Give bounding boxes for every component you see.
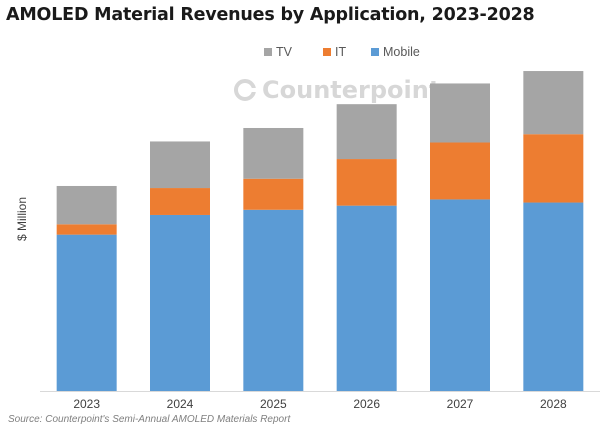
bar-tv-2024 [150,141,210,189]
bar-mobile-2027 [430,199,490,391]
x-tick-label-2024: 2024 [167,397,194,411]
x-tick-label-2025: 2025 [260,397,287,411]
bar-tv-2025 [243,127,304,179]
legend-label-mobile: Mobile [383,45,420,59]
source-note: Source: Counterpoint's Semi-Annual AMOLE… [8,414,291,425]
bar-mobile-2028 [523,202,584,391]
bar-it-2027 [430,142,490,200]
legend-label-it: IT [335,45,347,59]
x-tick-label-2027: 2027 [447,397,474,411]
legend-item-tv: TV [264,45,292,59]
x-tick-label-2026: 2026 [353,397,380,411]
watermark-logo: Counterpoint [234,76,440,104]
bar-it-2023 [56,224,117,235]
x-tick-label-2028: 2028 [540,397,567,411]
counterpoint-logo-icon [234,79,257,101]
legend: TV IT Mobile [0,45,610,61]
watermark-text: Counterpoint [262,76,441,104]
bar-mobile-2026 [336,205,397,391]
legend-swatch-mobile [371,48,379,56]
legend-item-mobile: Mobile [371,45,420,59]
bar-mobile-2025 [243,209,304,391]
bar-tv-2027 [430,83,490,143]
bar-tv-2026 [336,104,397,160]
bar-tv-2028 [523,71,584,135]
bar-mobile-2024 [150,214,210,391]
chart-title: AMOLED Material Revenues by Application,… [6,5,535,25]
legend-label-tv: TV [276,45,292,59]
bar-tv-2023 [56,185,117,225]
bar-it-2024 [150,188,210,215]
bar-it-2026 [336,159,397,206]
legend-item-it: IT [323,45,346,59]
bar-it-2025 [243,178,304,210]
bar-mobile-2023 [56,234,117,391]
legend-swatch-it [323,48,331,56]
bar-it-2028 [523,134,584,203]
x-tick-label-2023: 2023 [73,397,100,411]
legend-swatch-tv [264,48,272,56]
